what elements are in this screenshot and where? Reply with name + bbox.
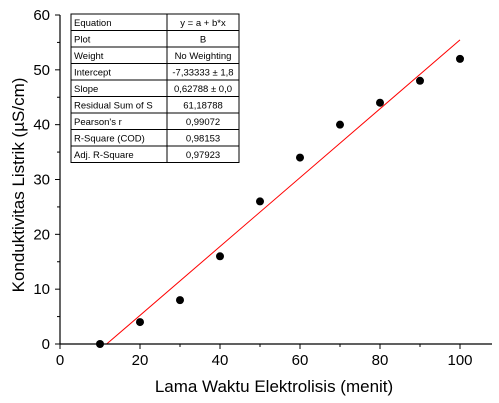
- stats-value-3: -7,33333 ± 1,8: [172, 68, 233, 79]
- x-tick-label-3: 60: [292, 352, 309, 369]
- stats-label-5: Residual Sum of S: [74, 101, 153, 112]
- data-point-5: [296, 153, 304, 162]
- y-tick-label-1: 10: [33, 281, 50, 298]
- stats-value-8: 0,97923: [186, 150, 220, 161]
- x-tick-label-0: 0: [56, 352, 64, 369]
- data-point-9: [456, 54, 464, 63]
- fit-line-layer: [106, 39, 461, 345]
- stats-label-4: Slope: [74, 84, 98, 95]
- stats-value-1: B: [200, 35, 206, 46]
- y-tick-label-3: 30: [33, 172, 50, 189]
- data-point-7: [376, 98, 384, 107]
- stats-value-5: 61,18788: [183, 101, 223, 112]
- y-axis-title: Konduktivitas Listrik (µS/cm): [9, 78, 28, 293]
- data-points-layer: [96, 54, 464, 348]
- y-tick-label-6: 60: [33, 7, 50, 24]
- stats-label-3: Intercept: [74, 68, 111, 79]
- stats-value-2: No Weighting: [175, 51, 232, 62]
- y-tick-label-5: 50: [33, 62, 50, 79]
- stats-value-4: 0,62788 ± 0,0: [174, 84, 232, 95]
- x-tick-label-2: 40: [212, 352, 229, 369]
- stats-label-2: Weight: [74, 51, 104, 62]
- data-point-3: [216, 252, 224, 261]
- fit-line: [106, 39, 461, 345]
- stats-value-0: y = a + b*x: [180, 18, 226, 29]
- stats-table-frame: [70, 13, 240, 163]
- stats-value-6: 0,99072: [186, 117, 220, 128]
- data-point-1: [136, 318, 144, 327]
- data-point-4: [256, 197, 264, 206]
- data-point-2: [176, 296, 184, 305]
- stats-label-1: Plot: [74, 35, 91, 46]
- axes-layer: 0 10 20 30 40 50 60 0 20 40 60 80 100: [33, 7, 492, 369]
- x-tick-label-5: 100: [447, 352, 472, 369]
- x-tick-label-4: 80: [372, 352, 389, 369]
- stats-label-7: R-Square (COD): [74, 134, 145, 145]
- stats-table: Equation y = a + b*x Plot B Weight No Weighti…: [70, 13, 240, 163]
- y-tick-label-0: 0: [42, 336, 50, 353]
- x-tick-label-1: 20: [132, 352, 149, 369]
- data-point-8: [416, 76, 424, 85]
- stats-value-7: 0,98153: [186, 134, 220, 145]
- stats-label-6: Pearson's r: [74, 117, 122, 128]
- data-point-6: [336, 120, 344, 129]
- x-axis-title: Lama Waktu Elektrolisis (menit): [155, 377, 393, 396]
- y-tick-label-4: 40: [33, 117, 50, 134]
- stats-label-8: Adj. R-Square: [74, 150, 134, 161]
- stats-label-0: Equation: [74, 18, 112, 29]
- y-tick-label-2: 20: [33, 226, 50, 243]
